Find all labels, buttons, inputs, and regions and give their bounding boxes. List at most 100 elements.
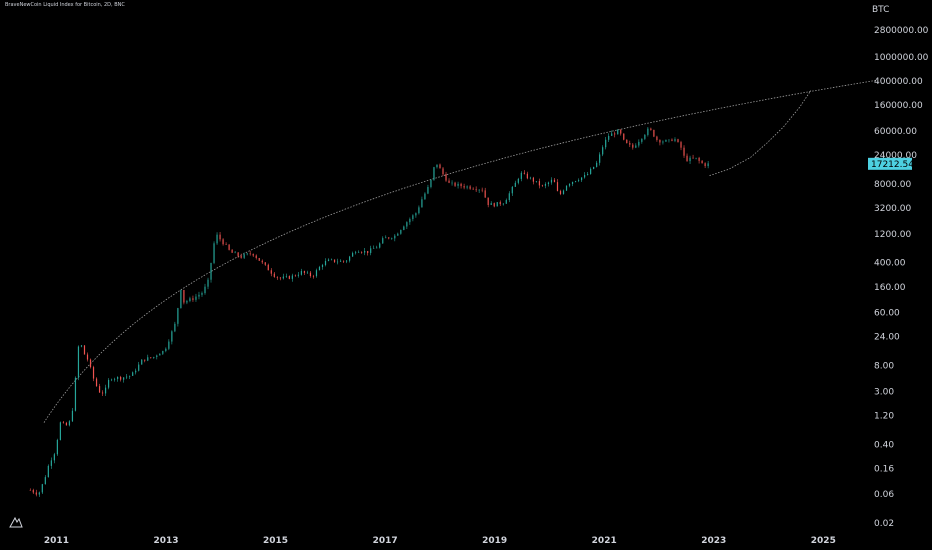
candle-body	[671, 139, 673, 141]
candle	[201, 291, 203, 297]
candle	[153, 356, 155, 359]
candle-body	[171, 331, 173, 342]
candle	[517, 177, 519, 185]
candle	[207, 277, 209, 290]
candle	[267, 263, 269, 271]
candle-layer	[29, 126, 709, 497]
candle-body	[599, 154, 601, 163]
candle	[556, 179, 559, 192]
x-tick-label: 2013	[153, 536, 178, 546]
power-law-curve	[43, 79, 877, 423]
candle-body	[638, 141, 640, 146]
candle	[342, 260, 345, 263]
candle-body	[132, 372, 134, 376]
chart-title: BraveNewCoin Liquid Index for Bitcoin, 2…	[5, 2, 125, 8]
candle	[120, 375, 122, 382]
candle	[312, 274, 315, 279]
candle-body	[219, 234, 221, 240]
candle-body	[478, 189, 480, 191]
candle	[126, 374, 128, 380]
candle-body	[457, 183, 459, 186]
candle	[62, 420, 65, 424]
candle-body	[553, 179, 556, 183]
candle-body	[174, 323, 176, 332]
candle	[511, 185, 513, 196]
candle-body	[352, 253, 354, 257]
y-tick-label: 8.00	[874, 362, 894, 372]
candle	[415, 212, 417, 218]
candle	[273, 272, 275, 278]
candle	[240, 253, 242, 259]
candle	[117, 376, 119, 382]
candle-body	[339, 260, 342, 262]
candle	[352, 251, 354, 257]
candle	[538, 178, 541, 189]
candle-body	[68, 421, 71, 426]
candle	[650, 127, 652, 131]
candle-body	[29, 490, 31, 491]
candle-body	[327, 259, 330, 262]
candle-body	[430, 179, 432, 187]
candle	[478, 189, 480, 194]
candle	[445, 171, 447, 182]
candle	[397, 232, 399, 236]
candle-body	[439, 164, 441, 169]
candle-body	[349, 256, 351, 261]
candle	[436, 164, 438, 169]
candle	[535, 181, 538, 183]
candle	[367, 250, 369, 256]
candle-body	[523, 172, 525, 174]
tradingview-logo-icon[interactable]	[9, 515, 23, 529]
candle	[412, 214, 414, 222]
candle-body	[53, 454, 55, 461]
y-tick-label: 3.00	[874, 387, 894, 397]
candle-body	[101, 392, 104, 394]
candle-body	[255, 255, 257, 259]
candle	[614, 131, 616, 138]
candle-body	[373, 248, 375, 249]
candle	[629, 140, 631, 148]
candle-body	[159, 353, 161, 356]
candle-body	[538, 181, 541, 186]
candle-body	[656, 136, 658, 140]
candle-body	[345, 260, 348, 262]
candle-body	[32, 490, 34, 493]
candle-body	[114, 378, 116, 380]
candle-body	[330, 259, 333, 261]
candle	[632, 142, 634, 150]
candle	[53, 452, 55, 464]
candle	[695, 157, 697, 160]
candle	[95, 377, 98, 387]
y-tick-label: 3200.00	[874, 204, 911, 214]
candle	[324, 258, 327, 267]
candle	[162, 350, 164, 356]
candle-body	[529, 177, 531, 179]
candle	[86, 352, 89, 362]
candle-body	[379, 243, 381, 248]
candle	[448, 178, 450, 184]
candle-body	[707, 163, 709, 167]
candle	[493, 202, 495, 208]
candle-body	[141, 359, 143, 365]
candle-body	[210, 262, 212, 280]
candle-body	[394, 235, 396, 239]
candle	[364, 248, 366, 256]
candle-body	[547, 182, 550, 184]
candle-body	[38, 492, 40, 495]
candle-body	[493, 203, 495, 207]
candle-body	[177, 308, 179, 324]
candle	[376, 245, 378, 249]
candle-body	[309, 272, 312, 277]
candle-body	[111, 379, 113, 381]
candle	[574, 180, 577, 183]
candle	[345, 259, 348, 264]
candle	[168, 339, 170, 351]
candle-body	[201, 293, 203, 295]
y-axis: 2800000.00 1000000.00 400000.00 160000.00 60…	[874, 26, 929, 529]
candle	[56, 438, 58, 456]
candle-body	[186, 301, 188, 303]
candle-body	[632, 144, 634, 148]
candle-body	[285, 276, 287, 277]
candle-body	[472, 188, 474, 190]
